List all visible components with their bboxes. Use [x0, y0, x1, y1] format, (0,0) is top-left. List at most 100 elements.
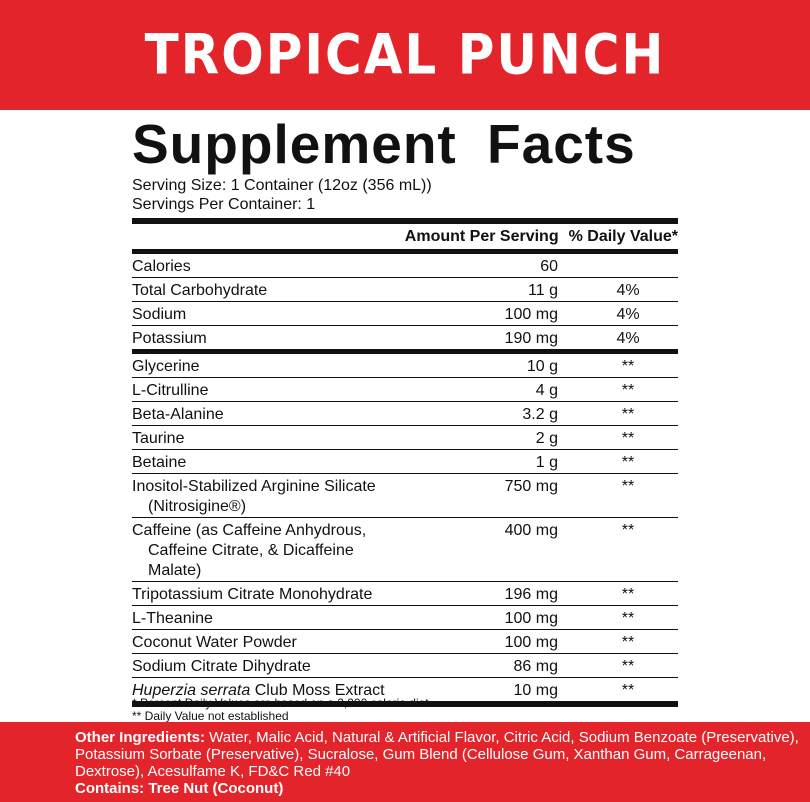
- row-name: Potassium: [132, 329, 408, 349]
- row-amount: 196 mg: [504, 586, 558, 603]
- table-header: Amount Per Serving % Daily Value*: [132, 224, 678, 249]
- row-name-text: Coconut Water Powder: [132, 634, 297, 651]
- row-name-text: L-Theanine: [132, 610, 213, 627]
- row-amount: 10 g: [526, 358, 558, 375]
- other-ingredients: Water, Malic Acid, Natural & Artificial …: [75, 729, 799, 780]
- row-amount: 4 g: [535, 382, 558, 399]
- row-dv: **: [621, 682, 635, 699]
- table-row: Tripotassium Citrate Monohydrate 196 mg **: [132, 582, 678, 606]
- row-name-italic: Huperzia serrata: [132, 682, 251, 699]
- row-amount: 60: [540, 258, 558, 275]
- row-amount: 3.2 g: [522, 406, 558, 423]
- row-name: Tripotassium Citrate Monohydrate: [132, 585, 408, 605]
- row-amount: 86 mg: [513, 658, 558, 675]
- row-name-text: Potassium: [132, 330, 207, 347]
- row-name-text: Beta-Alanine: [132, 406, 224, 423]
- table-row: Sodium Citrate Dihydrate 86 mg **: [132, 654, 678, 678]
- row-name: Taurine: [132, 429, 408, 449]
- row-name-text: Betaine: [132, 454, 187, 471]
- table-row: Sodium 100 mg 4%: [132, 302, 678, 326]
- serving-size: Serving Size: 1 Container (12oz (356 mL)…: [132, 177, 432, 194]
- row-name-text: Sodium: [132, 306, 187, 323]
- table-row: Beta-Alanine 3.2 g **: [132, 402, 678, 426]
- allergen-statement: Contains: Tree Nut (Coconut): [75, 780, 284, 797]
- row-name-sub: (Nitrosigine®): [148, 498, 247, 515]
- ingredient-group: Glycerine 10 g ** L-Citrulline 4 g ** Beta-Ala…: [132, 354, 678, 701]
- row-dv: **: [621, 610, 635, 627]
- row-dv: **: [621, 658, 635, 675]
- row-amount: 750 mg: [504, 478, 558, 495]
- row-name: Glycerine: [132, 357, 408, 377]
- divider: [132, 349, 678, 354]
- serving-info: Serving Size: 1 Container (12oz (356 mL)…: [132, 176, 432, 214]
- row-name-text: Sodium Citrate Dihydrate: [132, 658, 311, 675]
- row-name: Total Carbohydrate: [132, 281, 408, 301]
- flavor-banner: TROPICAL PUNCH: [0, 0, 810, 110]
- table-row: Caffeine (as Caffeine Anhydrous, Caffeine…: [132, 518, 678, 582]
- table-row: Huperzia serrata Club Moss Extract 10 mg *…: [132, 678, 678, 701]
- amount-header: Amount Per Serving: [404, 228, 559, 245]
- table-row: Betaine 1 g **: [132, 450, 678, 474]
- row-name: Sodium Citrate Dihydrate: [132, 657, 408, 677]
- row-name-text: Caffeine (as Caffeine Anhydrous,: [132, 522, 367, 539]
- row-amount: 100 mg: [504, 610, 558, 627]
- facts-table: Amount Per Serving % Daily Value* Calorie…: [132, 218, 678, 707]
- table-row: Taurine 2 g **: [132, 426, 678, 450]
- row-amount: 190 mg: [504, 330, 558, 347]
- row-dv: **: [621, 430, 635, 447]
- row-name-sub: Caffeine Citrate, & Dicaffeine Malate): [148, 542, 354, 579]
- row-name: Coconut Water Powder: [132, 633, 408, 653]
- row-amount: 11 g: [528, 282, 558, 299]
- table-row: Inositol-Stabilized Arginine Silicate (Ni…: [132, 474, 678, 518]
- divider: [132, 218, 678, 224]
- footnotes: * Percent Daily Values are based on a 2,…: [132, 697, 429, 723]
- row-name: Inositol-Stabilized Arginine Silicate (Ni…: [132, 477, 408, 517]
- row-name-text: Tripotassium Citrate Monohydrate: [132, 586, 373, 603]
- row-dv: **: [621, 454, 635, 471]
- row-name-text: Glycerine: [132, 358, 200, 375]
- divider: [132, 701, 678, 707]
- footnote: ** Daily Value not established: [132, 709, 289, 723]
- row-name: Beta-Alanine: [132, 405, 408, 425]
- row-name-text: Inositol-Stabilized Arginine Silicate: [132, 478, 376, 495]
- divider: [132, 249, 678, 254]
- row-amount: 10 mg: [513, 682, 558, 699]
- row-name: Calories: [132, 257, 408, 277]
- row-name: Caffeine (as Caffeine Anhydrous, Caffeine…: [132, 521, 408, 581]
- row-name-text: Calories: [132, 258, 191, 275]
- row-dv: **: [621, 634, 635, 651]
- table-row: L-Citrulline 4 g **: [132, 378, 678, 402]
- row-dv: **: [621, 406, 635, 423]
- table-row: Glycerine 10 g **: [132, 354, 678, 378]
- row-name-text: L-Citrulline: [132, 382, 209, 399]
- row-dv: **: [621, 358, 635, 375]
- row-amount: 400 mg: [504, 522, 558, 539]
- row-dv: **: [621, 522, 635, 539]
- row-name-text: Taurine: [132, 430, 185, 447]
- table-row: Calories 60: [132, 254, 678, 278]
- row-dv: 4%: [616, 330, 640, 347]
- row-dv: **: [621, 382, 635, 399]
- table-row: Coconut Water Powder 100 mg **: [132, 630, 678, 654]
- row-amount: 2 g: [535, 430, 558, 447]
- other-ingredients-label: Other Ingredients:: [75, 729, 206, 746]
- row-amount: 1 g: [535, 454, 558, 471]
- row-dv: **: [621, 586, 635, 603]
- table-row: Potassium 190 mg 4%: [132, 326, 678, 349]
- footnote: * Percent Daily Values are based on a 2,…: [132, 696, 429, 710]
- panel-title: Supplement Facts: [132, 113, 636, 175]
- dv-header: % Daily Value*: [568, 228, 678, 245]
- nutrient-group: Calories 60 Total Carbohydrate 11 g 4% Sodium…: [132, 254, 678, 349]
- table-row: L-Theanine 100 mg **: [132, 606, 678, 630]
- row-dv: 4%: [616, 282, 640, 299]
- row-name-text: Total Carbohydrate: [132, 282, 268, 299]
- row-amount: 100 mg: [504, 306, 558, 323]
- row-name: L-Citrulline: [132, 381, 408, 401]
- other-ingredients-panel: Other Ingredients: Water, Malic Acid, Na…: [0, 722, 810, 802]
- table-row: Total Carbohydrate 11 g 4%: [132, 278, 678, 302]
- row-name-text: Club Moss Extract: [250, 682, 385, 699]
- row-dv: 4%: [616, 306, 640, 323]
- row-name: L-Theanine: [132, 609, 408, 629]
- row-amount: 100 mg: [504, 634, 558, 651]
- row-name: Huperzia serrata Club Moss Extract: [132, 681, 408, 701]
